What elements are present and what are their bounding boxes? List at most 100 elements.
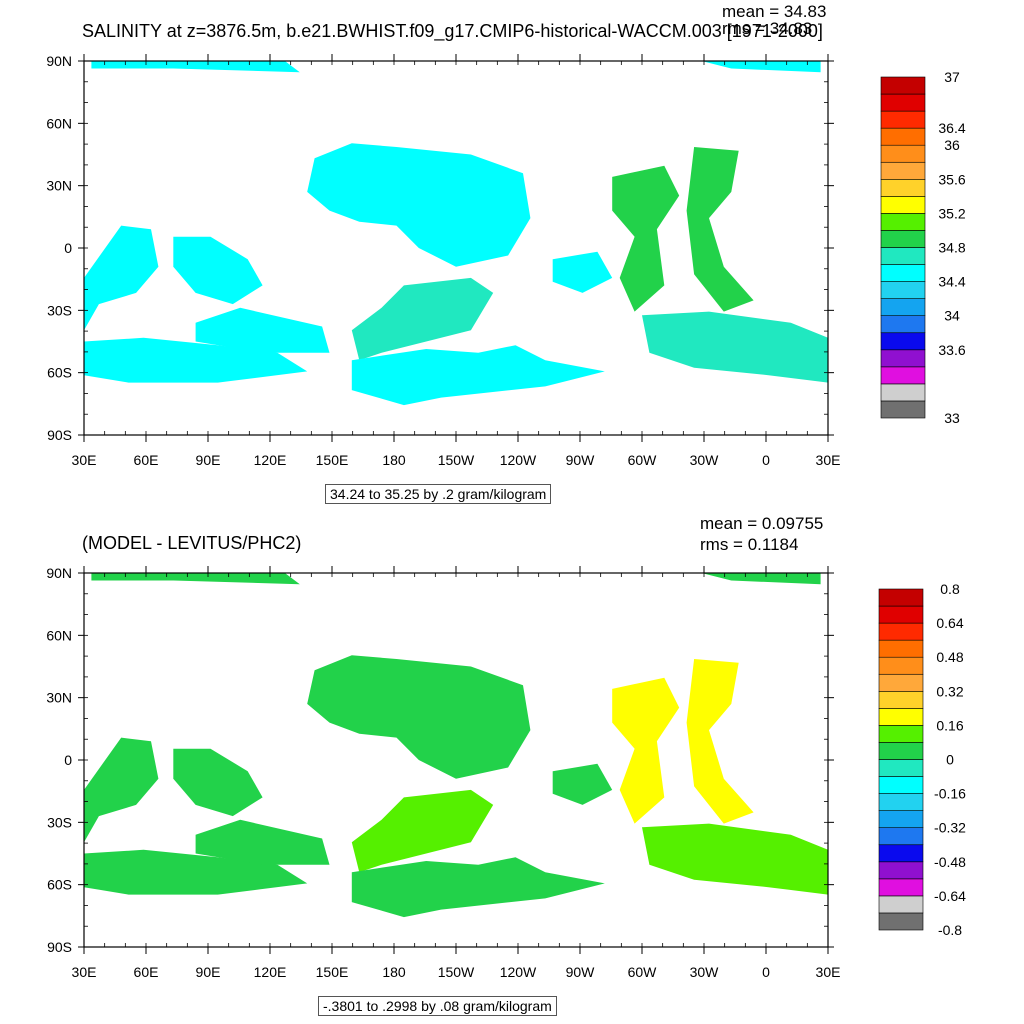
ocean-region-11 <box>91 61 300 73</box>
ocean-region-4 <box>84 849 308 895</box>
contour-info-box: -.3801 to .2998 by .08 gram/kilogram <box>318 996 557 1016</box>
colorbar-segment <box>880 110 926 129</box>
lon-label: 30E <box>72 452 97 468</box>
colorbar-segment <box>878 691 924 709</box>
lon-label: 60E <box>134 452 159 468</box>
lat-label: 90N <box>46 53 72 69</box>
lat-label: 0 <box>64 240 72 256</box>
lat-label: 60N <box>46 627 72 643</box>
colorbar-segment <box>878 605 924 624</box>
lon-label: 120W <box>500 964 537 980</box>
lat-label: 30N <box>46 178 72 194</box>
lon-label: 60E <box>134 964 159 980</box>
ocean-region-3 <box>351 277 494 361</box>
ocean-region-0 <box>307 143 531 267</box>
colorbar-label: -0.32 <box>934 820 966 836</box>
ocean-region-7 <box>612 165 680 312</box>
colorbar-segment <box>880 76 926 95</box>
lon-label: 30E <box>72 964 97 980</box>
colorbar-segment <box>880 161 926 180</box>
lon-label: 150W <box>438 964 475 980</box>
ocean-region-2 <box>173 236 263 305</box>
colorbar-segment <box>880 144 926 163</box>
lon-label: 30E <box>816 964 841 980</box>
lat-label: 90S <box>47 427 72 443</box>
lat-label: 90S <box>47 939 72 955</box>
colorbar-segment <box>880 281 926 299</box>
ocean-region-6 <box>195 307 330 353</box>
ocean-region-7 <box>612 677 680 824</box>
ocean-region-0 <box>307 655 531 779</box>
lon-label: 180 <box>382 964 406 980</box>
ocean-region-8 <box>686 147 754 312</box>
ocean-region-3 <box>351 789 494 873</box>
lon-label: 30W <box>690 964 720 980</box>
colorbar-segment <box>878 861 924 880</box>
colorbar-segment <box>878 622 924 641</box>
colorbar-label: 0 <box>946 752 954 768</box>
lat-label: 60N <box>46 115 72 131</box>
ocean-region-11 <box>91 573 300 585</box>
lat-label: 30S <box>47 302 72 318</box>
colorbar-segment <box>878 827 924 846</box>
contour-info-box: 34.24 to 35.25 by .2 gram/kilogram <box>325 484 552 504</box>
ocean-region-9 <box>642 823 828 895</box>
ocean-region-4 <box>84 337 308 383</box>
lon-label: 60W <box>628 964 658 980</box>
lat-label: 60S <box>47 365 72 381</box>
lon-label: 150W <box>438 452 475 468</box>
colorbar-label: 0.48 <box>936 649 963 665</box>
colorbar-segment <box>880 127 926 146</box>
lon-label: 0 <box>762 964 770 980</box>
colorbar-segment <box>880 247 926 265</box>
rms-label: rms = 34.83 <box>722 19 813 38</box>
colorbar-label: 36.4 <box>938 120 965 136</box>
mean-label: mean = 0.09755 <box>700 514 824 533</box>
colorbar-label: 33.6 <box>938 342 965 358</box>
lon-label: 60W <box>628 452 658 468</box>
colorbar-segment <box>878 708 924 726</box>
ocean-region-1 <box>84 737 159 843</box>
colorbar-segment <box>878 588 924 607</box>
colorbar-label: -0.8 <box>938 922 962 938</box>
lon-label: 30W <box>690 452 720 468</box>
colorbar-segment <box>878 776 924 794</box>
colorbar-segment <box>880 179 926 197</box>
lon-label: 120E <box>254 964 287 980</box>
ocean-region-6 <box>195 819 330 865</box>
colorbar-segment <box>878 844 924 863</box>
colorbar-segment <box>880 196 926 214</box>
colorbar-segment <box>880 349 926 368</box>
difference-panel: (MODEL - LEVITUS/PHC2) mean = 0.09755 rm… <box>0 512 1024 1024</box>
ocean-region-12 <box>701 61 821 73</box>
colorbar-segment <box>880 298 926 316</box>
colorbar-label: -0.16 <box>934 786 966 802</box>
colorbar-segment <box>878 673 924 692</box>
ocean-region-8 <box>686 659 754 824</box>
colorbar-segment <box>880 213 926 231</box>
ocean-region-10 <box>552 251 613 293</box>
colorbar-segment <box>880 264 926 282</box>
mean-label: mean = 34.83 <box>722 2 827 21</box>
colorbar-label: 33 <box>944 410 960 426</box>
lat-label: 30N <box>46 690 72 706</box>
ocean-region-9 <box>642 311 828 383</box>
lon-label: 90W <box>566 964 596 980</box>
ocean-region-5 <box>351 345 605 406</box>
colorbar-segment <box>878 793 924 811</box>
lon-label: 120E <box>254 452 287 468</box>
lon-label: 150E <box>316 452 349 468</box>
panel-title: (MODEL - LEVITUS/PHC2) <box>82 533 302 553</box>
lat-label: 60S <box>47 877 72 893</box>
colorbar-segment <box>880 230 926 248</box>
ocean-region-1 <box>84 225 159 331</box>
colorbar-segment <box>880 332 926 351</box>
colorbar-segment <box>878 742 924 760</box>
ocean-region-2 <box>173 748 263 817</box>
colorbar-segment <box>878 639 924 658</box>
colorbar-segment <box>880 400 926 419</box>
colorbar-segment <box>878 759 924 777</box>
colorbar-label: -0.64 <box>934 888 966 904</box>
